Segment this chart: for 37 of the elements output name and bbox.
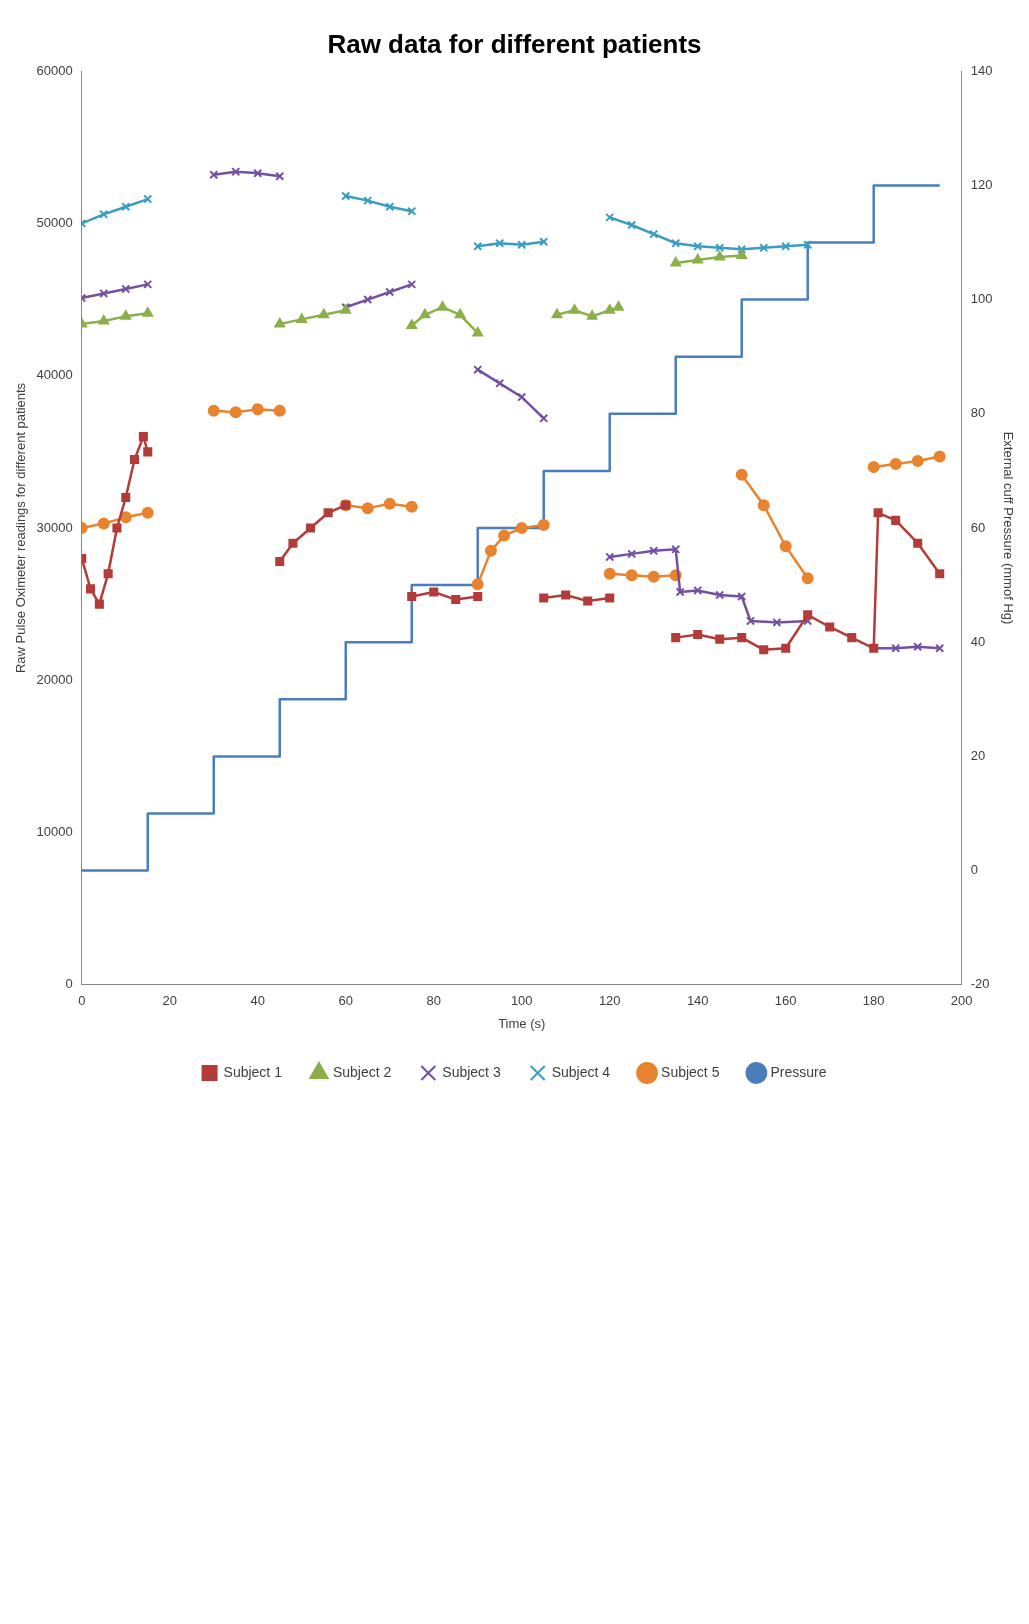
y-tick-label: 30000	[36, 519, 73, 535]
x-tick-label: 100	[510, 993, 533, 1009]
y2-tick-label: -20	[970, 976, 990, 992]
y2-tick-label: 140	[970, 62, 993, 78]
y2-tick-label: 80	[970, 405, 986, 421]
chart-title: Raw data for different patients	[327, 28, 702, 59]
y-axis-title: Raw Pulse Oximeter readings for different patients	[13, 382, 29, 674]
x-axis-title: Time (s)	[498, 1015, 546, 1031]
x-tick-label: 60	[338, 993, 353, 1009]
legend-label: Subject 4	[551, 1063, 611, 1080]
x-tick-label: 0	[78, 993, 86, 1009]
y2-tick-label: 60	[970, 519, 986, 535]
y2-tick-label: 20	[970, 747, 986, 763]
x-tick-label: 200	[950, 993, 973, 1009]
y-tick-label: 0	[65, 976, 73, 992]
legend-label: Subject 2	[332, 1063, 392, 1080]
y-tick-label: 60000	[36, 62, 73, 78]
y2-axis-title: External cuff Pressure (mmof Hg)	[1000, 431, 1016, 625]
y2-tick-label: 100	[970, 291, 993, 307]
x-tick-label: 120	[598, 993, 621, 1009]
y-tick-label: 10000	[36, 824, 73, 840]
legend-label: Subject 3	[442, 1063, 501, 1080]
legend-label: Pressure	[770, 1063, 827, 1080]
y-tick-label: 40000	[36, 367, 73, 383]
y2-tick-label: 120	[970, 176, 993, 192]
x-tick-label: 20	[162, 993, 177, 1009]
y-tick-label: 50000	[36, 215, 73, 231]
y2-tick-label: 0	[970, 862, 978, 878]
x-tick-label: 140	[686, 993, 709, 1009]
legend-label: Subject 1	[223, 1063, 283, 1080]
x-tick-label: 180	[862, 993, 885, 1009]
x-tick-label: 40	[250, 993, 265, 1009]
x-tick-label: 80	[426, 993, 441, 1009]
legend-label: Subject 5	[661, 1063, 720, 1080]
y2-tick-label: 40	[970, 633, 986, 649]
x-tick-label: 160	[774, 993, 797, 1009]
y-tick-label: 20000	[36, 671, 73, 687]
